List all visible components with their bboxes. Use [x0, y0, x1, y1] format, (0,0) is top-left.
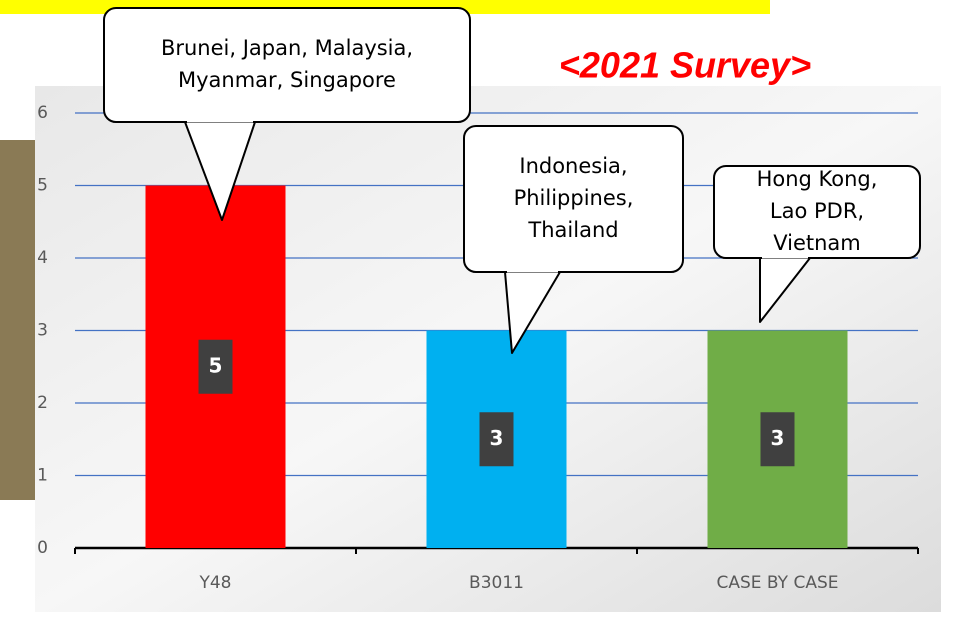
callout-text: Philippines,: [514, 186, 634, 210]
callout-text: Hong Kong,: [757, 167, 878, 191]
chart: <2021 Survey> 0 1 2 3 4 5 6 Y48 5 B3011 3 CASE BY C…: [0, 0, 956, 619]
callout-text: Vietnam: [773, 231, 861, 255]
subtitle: <2021 Survey>: [559, 45, 811, 86]
x-tick-label: CASE BY CASE: [717, 573, 839, 593]
x-tick-label: Y48: [198, 573, 231, 593]
y-tick-label: 1: [37, 466, 48, 486]
y-tick-label: 0: [37, 538, 48, 558]
callout-text: Lao PDR,: [770, 199, 864, 223]
callout-box: [104, 8, 470, 122]
callout-text: Myanmar, Singapore: [178, 68, 396, 92]
y-tick-label: 5: [37, 176, 48, 196]
page: <2021 Survey> 0 1 2 3 4 5 6 Y48 5 B3011 3 CASE BY C…: [0, 0, 956, 619]
y-tick-label: 2: [37, 393, 48, 413]
callout-text: Indonesia,: [519, 154, 627, 178]
data-label: 5: [209, 353, 223, 377]
callout-text: Brunei, Japan, Malaysia,: [161, 36, 413, 60]
data-label: 3: [771, 426, 785, 450]
y-tick-label: 6: [37, 103, 48, 123]
photo-strip: [0, 140, 36, 500]
data-label: 3: [490, 426, 504, 450]
x-tick-label: B3011: [469, 573, 524, 593]
y-tick-label: 3: [37, 321, 48, 341]
y-tick-label: 4: [37, 248, 48, 268]
callout-text: Thailand: [527, 218, 618, 242]
